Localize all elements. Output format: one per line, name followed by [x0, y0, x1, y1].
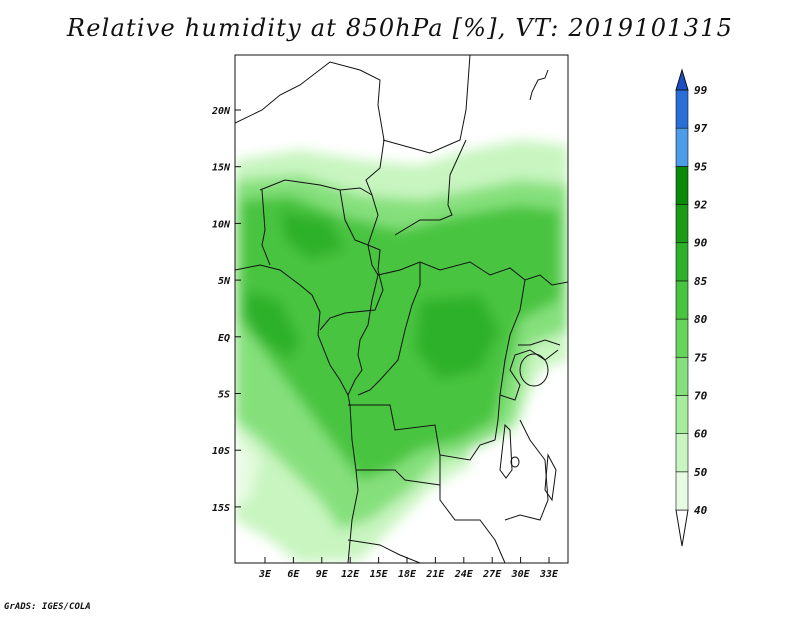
coastline [235, 69, 549, 406]
lon-tick-label: 12E [341, 569, 360, 580]
colorbar-segment [675, 89, 689, 129]
colorbar-high-triangle [675, 68, 689, 91]
lon-tick-label: 3E [258, 569, 272, 580]
colorbar: 40 50 60 70 75 80 85 90 92 95 97 99 [675, 68, 708, 547]
colorbar-segment [675, 356, 689, 396]
lat-tick-label: 10S [212, 446, 230, 457]
colorbar-label: 80 [694, 313, 708, 326]
lon-tick-label: 21E [425, 569, 445, 580]
chart-title: Relative humidity at 850hPa [%], VT: 201… [66, 14, 734, 42]
colorbar-label: 99 [694, 84, 708, 97]
lon-tick-label: 24E [454, 569, 474, 580]
colorbar-label: 90 [694, 237, 708, 250]
colorbar-segment [675, 127, 689, 167]
colorbar-label: 97 [694, 122, 708, 135]
colorbar-segment [675, 280, 689, 320]
map-frame [234, 54, 569, 564]
lon-tick-label: 30E [511, 569, 531, 580]
lat-tick-label: 20N [211, 106, 231, 117]
colorbar-segment [675, 318, 689, 358]
colorbar-label: 85 [694, 275, 708, 288]
lon-tick-label: 33E [539, 569, 559, 580]
colorbar-low-triangle [675, 509, 689, 547]
lat-tick-label: 5N [218, 276, 231, 287]
lat-tick-label: 15N [212, 163, 231, 174]
colorbar-segment [675, 204, 689, 244]
colorbar-label: 70 [694, 389, 708, 402]
lat-tick-label: EQ [218, 333, 230, 344]
lon-axis: 3E 6E 9E 12E 15E 18E 21E 24E 27E 30E 33E [258, 557, 559, 580]
lat-tick-label: 10N [212, 219, 231, 230]
colorbar-segment [675, 395, 689, 434]
colorbar-label: 75 [694, 351, 708, 364]
colorbar-label: 50 [694, 466, 708, 479]
colorbar-segment [675, 242, 689, 282]
colorbar-label: 95 [694, 160, 708, 173]
lat-axis: 20N 15N 10N 5N EQ 5S 10S 15S [211, 106, 241, 514]
country-borders [235, 55, 568, 563]
grads-credit: GrADS: IGES/COLA [4, 602, 91, 612]
colorbar-segment [675, 166, 689, 205]
humidity-field [235, 55, 568, 563]
lon-tick-label: 27E [482, 569, 502, 580]
lon-tick-label: 9E [316, 569, 329, 580]
lon-tick-label: 6E [287, 569, 300, 580]
colorbar-label: 92 [694, 199, 708, 212]
lon-tick-label: 15E [370, 569, 389, 580]
lakes [499, 353, 557, 502]
lat-tick-label: 15S [212, 503, 230, 514]
colorbar-segment [675, 433, 689, 473]
lon-tick-label: 18E [398, 569, 417, 580]
colorbar-label: 40 [694, 504, 708, 517]
colorbar-segment [675, 471, 689, 511]
lat-tick-label: 5S [218, 390, 230, 401]
colorbar-label: 60 [694, 428, 708, 441]
